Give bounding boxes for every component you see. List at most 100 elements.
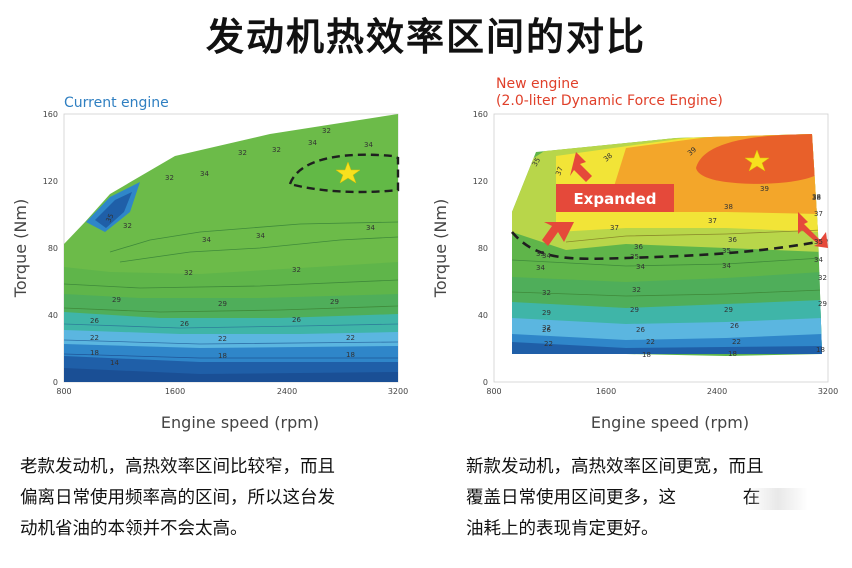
contour-label: 34 <box>256 232 265 240</box>
x-tick: 3200 <box>388 387 408 396</box>
x-axis: 800 1600 2400 3200 <box>486 387 838 396</box>
high-efficiency-boundary <box>511 231 829 261</box>
peak-star-icon <box>744 149 770 172</box>
contour-label: 35 <box>630 253 639 261</box>
contour-label: 38 <box>602 152 614 164</box>
contour-label: 38 <box>812 193 821 201</box>
contour-label: 35 <box>531 156 542 168</box>
contour-label: 29 <box>218 300 227 308</box>
contour-label: 37 <box>814 210 823 218</box>
y-tick: 160 <box>43 110 58 119</box>
contour-label: 22 <box>90 334 99 342</box>
contour-label: 32 <box>632 286 641 294</box>
y-axis: 0 40 80 120 160 <box>43 110 58 387</box>
contour-label: 32 <box>292 266 301 274</box>
watermark-smudge <box>748 488 808 510</box>
caption-line: 动机省油的本领并不会太高。 <box>20 519 248 539</box>
chart-title: Current engine <box>64 95 169 111</box>
contour-label: 32 <box>818 274 827 282</box>
x-tick: 2400 <box>707 387 727 396</box>
x-axis-title: Engine speed (rpm) <box>591 413 749 432</box>
expanded-badge-text: Expanded <box>573 190 656 208</box>
main-title: 发动机热效率区间的对比 <box>205 14 646 59</box>
contour-label: 36 <box>634 243 643 251</box>
contour-label: 32 <box>542 324 551 332</box>
contour-label: 18 <box>642 351 651 359</box>
arrow-up-left-icon <box>570 152 592 182</box>
x-tick: 1600 <box>596 387 616 396</box>
contour-label: 32 <box>322 127 331 135</box>
x-axis: 800 1600 2400 3200 <box>56 387 408 396</box>
contour-label: 18 <box>728 350 737 358</box>
peak-star-icon <box>335 161 361 184</box>
caption-line: 偏离日常使用频率高的区间，所以这台发 <box>20 488 335 508</box>
y-tick: 120 <box>473 177 488 186</box>
chart-title-line1: New engine <box>496 76 579 92</box>
y-axis-title: Torque (Nm) <box>11 199 30 298</box>
x-tick: 1600 <box>165 387 185 396</box>
caption-line: 油耗上的表现肯定更好。 <box>466 519 659 539</box>
contour-label: 34 <box>200 170 209 178</box>
contour-label: 26 <box>730 322 739 330</box>
arrow-down-left-icon <box>542 222 574 246</box>
y-axis: 0 40 80 120 160 <box>473 110 488 387</box>
x-axis-title: Engine speed (rpm) <box>161 413 319 432</box>
current-contour-labels: 14 18 22 26 29 32 34 32 34 32 34 34 32 3… <box>90 127 375 367</box>
contour-label: 29 <box>542 309 551 317</box>
contour-label: 39 <box>686 146 698 158</box>
contour-label: 14 <box>110 359 119 367</box>
contour-label: 35 <box>536 250 545 258</box>
contour-label: 34 <box>364 141 373 149</box>
x-tick: 800 <box>56 387 71 396</box>
contour-label: 29 <box>330 298 339 306</box>
y-tick: 80 <box>48 244 58 253</box>
new-engine-plot: Expanded 35 37 38 39 39 38 37 37 38 36 3… <box>431 76 838 432</box>
x-tick: 3200 <box>818 387 838 396</box>
contour-label: 18 <box>218 352 227 360</box>
contour-label: 37 <box>554 166 565 177</box>
caption-line: 新款发动机，高热效率区间更宽，而且 <box>466 457 764 477</box>
contour-label: 34 <box>636 263 645 271</box>
contour-label: 32 <box>165 174 174 182</box>
contour-label: 35 <box>105 212 116 223</box>
contour-label: 35 <box>722 247 731 255</box>
contour-label: 22 <box>346 334 355 342</box>
contour-label: 22 <box>732 338 741 346</box>
contour-label: 32 <box>272 146 281 154</box>
contour-label: 29 <box>630 306 639 314</box>
contour-label: 26 <box>90 317 99 325</box>
y-tick: 40 <box>48 311 58 320</box>
contour-label: 22 <box>646 338 655 346</box>
x-tick: 800 <box>486 387 501 396</box>
contour-label: 26 <box>542 326 551 334</box>
contour-label: 26 <box>636 326 645 334</box>
contour-label: 37 <box>610 224 619 232</box>
contour-label: 32 <box>542 289 551 297</box>
y-tick: 160 <box>473 110 488 119</box>
current-engine-plot: 14 18 22 26 29 32 34 32 34 32 34 34 32 3… <box>11 95 408 432</box>
contour-label: 18 <box>816 346 825 354</box>
contour-label: 29 <box>818 300 827 308</box>
contour-label: 34 <box>536 264 545 272</box>
contour-label: 18 <box>346 351 355 359</box>
new-contour-labels: 35 37 38 39 39 38 37 37 38 36 35 35 36 3… <box>531 146 827 359</box>
contour-label: 32 <box>184 269 193 277</box>
y-tick: 80 <box>478 244 488 253</box>
contour-label: 22 <box>218 335 227 343</box>
contour-label: 32 <box>123 222 132 230</box>
expanded-badge <box>556 184 674 212</box>
contour-label: 34 <box>722 262 731 270</box>
y-tick: 0 <box>483 378 488 387</box>
new-engine-chart: Expanded 35 37 38 39 39 38 37 37 38 36 3… <box>426 72 852 442</box>
contour-label: 34 <box>308 139 317 147</box>
contour-label: 36 <box>728 236 737 244</box>
arrow-down-right-icon <box>798 212 828 248</box>
caption-current-engine: 老款发动机，高热效率区间比较窄，而且 偏离日常使用频率高的区间，所以这台发 动机… <box>20 452 420 545</box>
contour-label: 34 <box>542 252 551 260</box>
y-axis-title: Torque (Nm) <box>431 199 450 298</box>
caption-line: 老款发动机，高热效率区间比较窄，而且 <box>20 457 335 477</box>
contour-label: 18 <box>90 349 99 357</box>
y-tick: 120 <box>43 177 58 186</box>
contour-label: 38 <box>724 203 733 211</box>
contour-label: 35 <box>814 238 823 246</box>
